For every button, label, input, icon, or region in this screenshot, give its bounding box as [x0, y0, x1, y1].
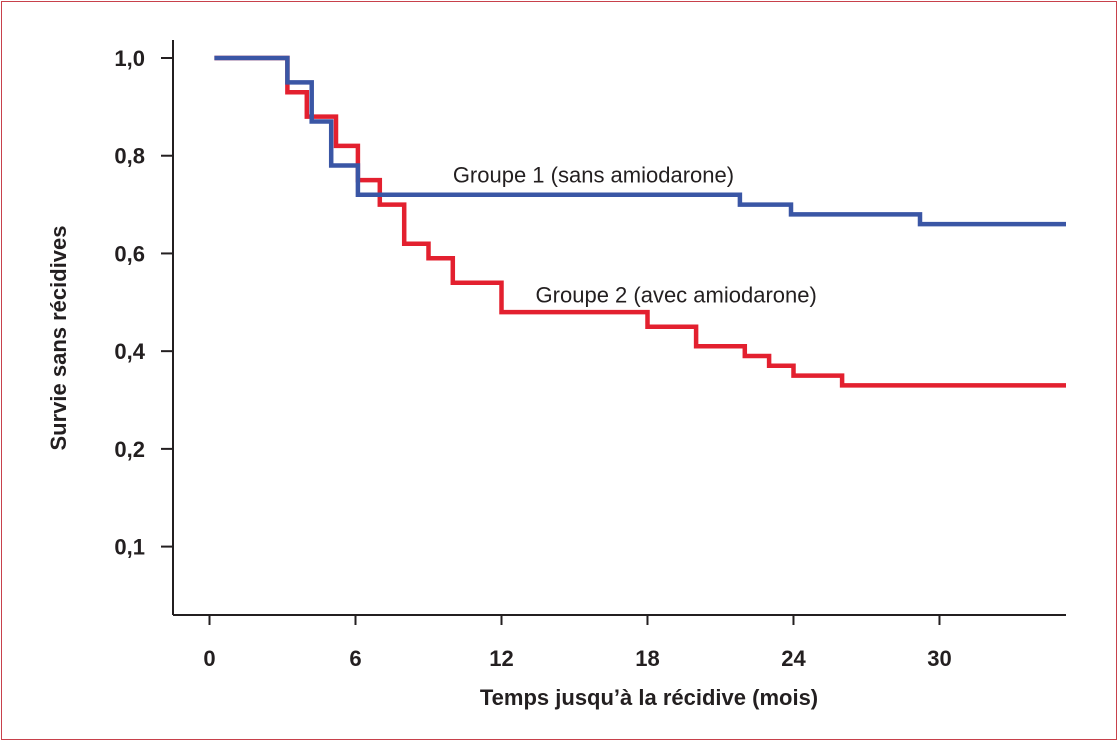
x-tick-label: 18: [635, 646, 659, 671]
y-tick-label: 1,0: [114, 46, 145, 71]
x-axis-title: Temps jusqu’à la récidive (mois): [480, 685, 818, 710]
y-tick-label: 0,6: [114, 241, 145, 266]
series-label-groupe-2: Groupe 2 (avec amiodarone): [536, 282, 817, 307]
chart-axes: [172, 40, 1066, 616]
x-tick-label: 12: [489, 646, 513, 671]
y-tick-label: 0,8: [114, 144, 145, 169]
y-tick-label: 0,2: [114, 437, 145, 462]
annotation-layer: Groupe 1 (sans amiodarone) Groupe 2 (avec…: [453, 163, 817, 308]
x-tick-label: 6: [349, 646, 361, 671]
x-tick-label: 0: [203, 646, 215, 671]
y-axis-title: Survie sans récidives: [46, 225, 71, 450]
series-line-groupe-2: [214, 55, 1066, 388]
x-tick-label: 30: [927, 646, 951, 671]
y-tick-label: 0,1: [114, 535, 145, 560]
series-line-groupe-1: [214, 55, 1066, 227]
series-layer: [214, 55, 1066, 388]
series-label-groupe-1: Groupe 1 (sans amiodarone): [453, 163, 734, 188]
y-tick-label: 0,4: [114, 339, 145, 364]
x-tick-label: 24: [781, 646, 806, 671]
ticks-layer: 0 6 12 18 24 30 1,0 0,8 0,6 0,4 0,2 0,1: [114, 46, 951, 671]
